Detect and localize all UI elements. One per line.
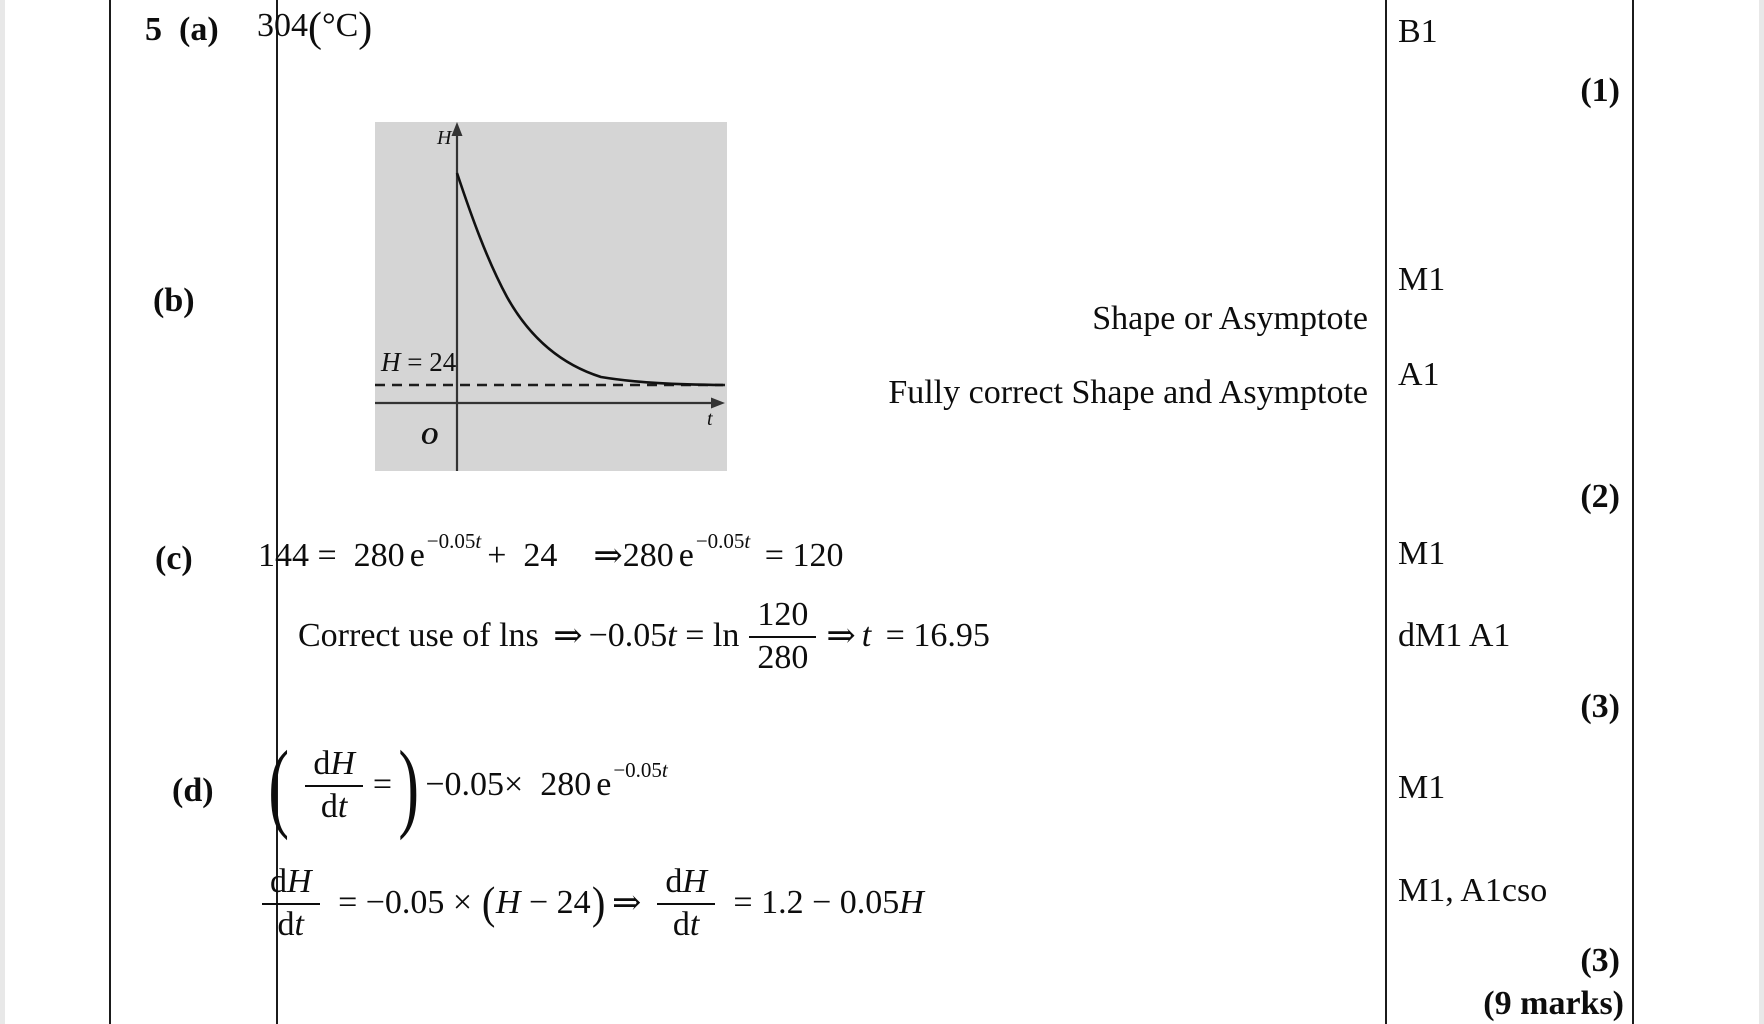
- close-paren: ): [591, 877, 606, 928]
- note-fully-correct: Fully correct Shape and Asymptote: [888, 374, 1368, 411]
- graph-origin-label: O: [421, 424, 438, 450]
- open-paren: (: [308, 5, 322, 51]
- graph-y-axis-label: H: [436, 127, 453, 149]
- mark-m1-d: M1: [1398, 769, 1446, 806]
- implies-arrow: ⇒: [826, 616, 856, 656]
- equation-c2: Correct use of lns ⇒ −0.05 t = ln 120 280 ⇒ t …: [298, 596, 990, 676]
- table-border-label-column: [276, 0, 278, 1024]
- mark-m1-b: M1: [1398, 261, 1446, 298]
- page-left-edge: [0, 0, 5, 1024]
- open-paren: (: [481, 877, 496, 928]
- equation-d2: dH dt = −0.05 × (H − 24) ⇒ dH dt = 1.2 − 0.0…: [262, 857, 924, 949]
- mark-a1-b: A1: [1398, 356, 1440, 393]
- equals-sign: =: [372, 766, 393, 803]
- e-symbol: e: [409, 537, 425, 574]
- answer-part-a: 304(°C): [257, 5, 373, 51]
- page-right-edge: [1759, 0, 1764, 1024]
- mark-m1-a1cso: M1, A1cso: [1398, 872, 1548, 909]
- graph-asymptote-label: H = 24: [380, 347, 457, 377]
- graph-x-axis-label: t: [707, 408, 713, 430]
- e-symbol: e: [596, 766, 612, 803]
- part-b-total: (2): [1580, 478, 1620, 515]
- question-label-5a: 5 (a): [145, 11, 219, 48]
- close-paren: ): [358, 5, 373, 51]
- table-border-right: [1632, 0, 1634, 1024]
- mark-m1-c: M1: [1398, 535, 1446, 572]
- equation-d1: (dH dt =) −0.05× 280 e −0.05t: [268, 729, 668, 841]
- part-c-total: (3): [1580, 688, 1620, 725]
- decay-curve: [455, 172, 724, 387]
- question-label-d: (d): [172, 772, 214, 809]
- implies-arrow: ⇒: [553, 616, 583, 656]
- mark-dm1-a1: dM1 A1: [1398, 617, 1511, 654]
- exponent: −0.05t: [613, 757, 668, 782]
- table-border-left: [109, 0, 111, 1024]
- equation-c1: 144 = 280 e −0.05t + 24 ⇒ 280 e −0.05t = 120: [258, 528, 844, 576]
- exponent: −0.05t: [695, 528, 751, 553]
- fraction-dH-dt: dH dt: [305, 746, 363, 824]
- implies-arrow: ⇒: [612, 883, 642, 922]
- part-d-total: (3): [1580, 942, 1620, 979]
- fraction-dH-dt: dH dt: [657, 864, 715, 942]
- e-symbol: e: [678, 537, 694, 574]
- fraction-120-280: 120 280: [749, 597, 817, 675]
- big-open-paren: (: [268, 729, 289, 841]
- y-axis-arrow-icon: [451, 122, 463, 136]
- part-a-total: (1): [1580, 72, 1620, 109]
- note-shape-or-asymptote: Shape or Asymptote: [1092, 300, 1368, 337]
- implies-arrow: ⇒: [593, 536, 623, 575]
- x-axis-arrow-icon: [711, 397, 725, 409]
- question-label-c: (c): [155, 540, 193, 577]
- question-label-b: (b): [153, 282, 195, 319]
- graph-sketch: H t O H = 24: [375, 122, 727, 471]
- table-border-marks-column: [1385, 0, 1387, 1024]
- exponent: −0.05t: [426, 528, 482, 553]
- question-grand-total: (9 marks): [1483, 985, 1624, 1022]
- big-close-paren: ): [398, 729, 420, 841]
- mark-b1: B1: [1398, 13, 1438, 50]
- fraction-dH-dt: dH dt: [262, 864, 320, 942]
- graph-svg: H t O H = 24: [375, 122, 727, 471]
